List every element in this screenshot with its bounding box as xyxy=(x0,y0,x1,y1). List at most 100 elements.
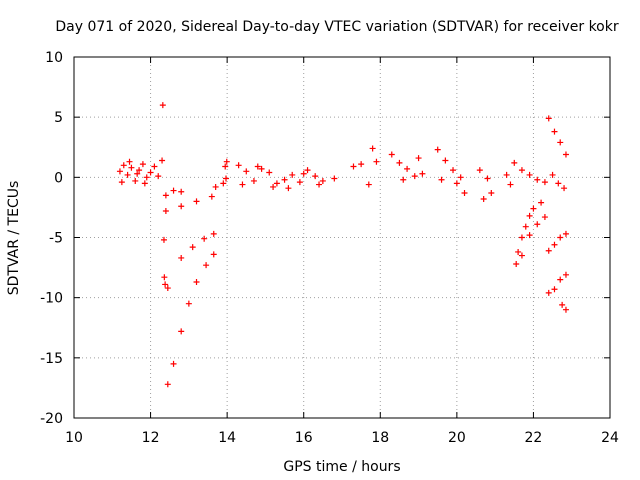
data-point xyxy=(189,244,196,251)
data-point xyxy=(415,155,422,162)
data-point xyxy=(562,151,569,158)
data-point xyxy=(319,177,326,184)
axis-ticks: 10 12 14 16 18 20 22 24 -20 -15 -10 -5 0 5 10 xyxy=(40,50,619,446)
data-point xyxy=(160,236,167,243)
data-point xyxy=(128,164,135,171)
data-point xyxy=(450,167,457,174)
y-tick-label: 0 xyxy=(54,170,63,186)
data-point xyxy=(116,168,123,175)
data-point xyxy=(185,300,192,307)
data-point xyxy=(561,185,568,192)
y-tick-label: -15 xyxy=(40,351,63,367)
data-point xyxy=(515,248,522,255)
data-points xyxy=(116,102,569,388)
data-point xyxy=(551,286,558,293)
x-tick-label: 22 xyxy=(525,430,543,446)
data-point xyxy=(559,301,566,308)
data-point xyxy=(159,102,166,109)
data-point xyxy=(178,188,185,195)
y-axis-label: SDTVAR / TECUs xyxy=(6,181,22,296)
data-point xyxy=(270,183,277,190)
data-point xyxy=(557,139,564,146)
data-point xyxy=(178,203,185,210)
data-point xyxy=(250,177,257,184)
data-point xyxy=(522,223,529,230)
y-tick-label: 5 xyxy=(54,110,63,126)
data-point xyxy=(235,162,242,169)
data-point xyxy=(551,128,558,135)
data-point xyxy=(159,157,166,164)
data-point xyxy=(518,234,525,241)
data-point xyxy=(134,170,141,177)
x-tick-label: 14 xyxy=(218,430,236,446)
y-tick-label: -20 xyxy=(40,411,63,427)
data-point xyxy=(476,167,483,174)
data-point xyxy=(178,254,185,261)
x-tick-label: 20 xyxy=(448,430,466,446)
data-point xyxy=(530,205,537,212)
data-point xyxy=(396,159,403,166)
data-point xyxy=(222,175,229,182)
data-point xyxy=(124,171,131,178)
data-point xyxy=(538,199,545,206)
y-tick-label: 10 xyxy=(45,50,63,66)
data-point xyxy=(203,262,210,269)
data-point xyxy=(400,176,407,183)
data-point xyxy=(258,165,265,172)
data-point xyxy=(507,181,514,188)
plot-frame xyxy=(73,56,611,419)
data-point xyxy=(254,163,261,170)
data-point xyxy=(143,174,150,181)
data-point xyxy=(518,167,525,174)
data-point xyxy=(511,159,518,166)
data-point xyxy=(457,174,464,181)
data-point xyxy=(193,279,200,286)
data-point xyxy=(281,176,288,183)
data-point xyxy=(526,171,533,178)
data-point xyxy=(555,180,562,187)
data-point xyxy=(296,179,303,186)
x-tick-label: 10 xyxy=(65,430,83,446)
data-point xyxy=(358,161,365,168)
data-point xyxy=(331,175,338,182)
x-tick-label: 18 xyxy=(371,430,389,446)
data-point xyxy=(453,180,460,187)
data-point xyxy=(141,180,148,187)
data-point xyxy=(411,173,418,180)
data-point xyxy=(239,181,246,188)
data-point xyxy=(139,161,146,168)
data-point xyxy=(557,276,564,283)
data-point xyxy=(545,115,552,122)
data-point xyxy=(132,177,139,184)
data-point xyxy=(480,195,487,202)
data-point xyxy=(541,214,548,221)
y-tick-label: -5 xyxy=(49,231,63,247)
data-point xyxy=(442,157,449,164)
data-point xyxy=(178,328,185,335)
data-point xyxy=(120,162,127,169)
data-point xyxy=(438,176,445,183)
data-point xyxy=(161,274,168,281)
data-point xyxy=(201,235,208,242)
data-point xyxy=(545,289,552,296)
data-point xyxy=(557,234,564,241)
data-point xyxy=(513,260,520,267)
data-point xyxy=(518,252,525,259)
data-point xyxy=(350,163,357,170)
data-point xyxy=(562,271,569,278)
data-point xyxy=(162,208,169,215)
data-point xyxy=(300,170,307,177)
data-point xyxy=(373,158,380,165)
data-point xyxy=(365,181,372,188)
data-point xyxy=(461,189,468,196)
x-axis-label: GPS time / hours xyxy=(283,459,400,475)
data-point xyxy=(369,145,376,152)
data-point xyxy=(434,146,441,153)
data-point xyxy=(273,180,280,187)
data-point xyxy=(285,185,292,192)
data-point xyxy=(534,221,541,228)
data-point xyxy=(526,232,533,239)
data-point xyxy=(210,251,217,258)
x-tick-label: 12 xyxy=(142,430,160,446)
